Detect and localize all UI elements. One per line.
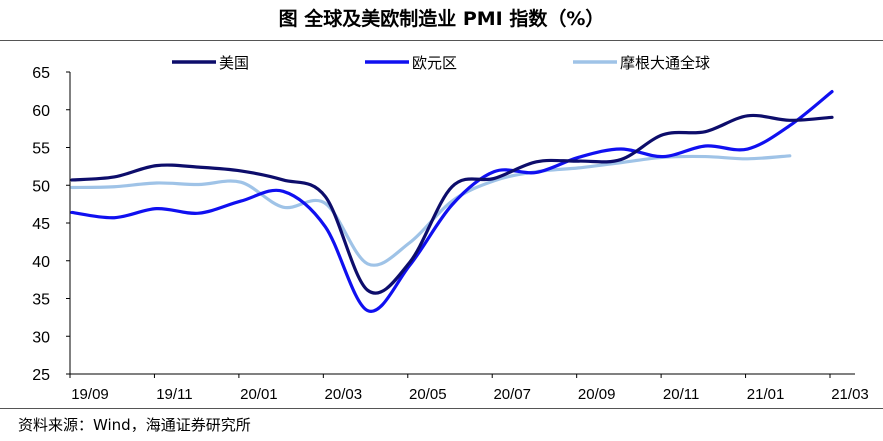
y-tick-label: 55 — [32, 141, 50, 158]
y-tick-label: 30 — [32, 329, 50, 346]
y-tick-label: 35 — [32, 292, 50, 309]
legend-label-1: 欧元区 — [412, 55, 457, 72]
legend-label-2: 摩根大通全球 — [620, 54, 710, 72]
series-line-0 — [70, 113, 834, 295]
y-tick-label: 65 — [32, 65, 50, 82]
x-tick-label: 19/11 — [156, 386, 192, 403]
x-tick-label: 20/09 — [578, 386, 616, 403]
x-tick-label: 20/01 — [240, 386, 278, 403]
x-tick-label: 20/11 — [663, 386, 699, 403]
y-tick-label: 25 — [32, 367, 50, 384]
series-line-1 — [70, 90, 834, 313]
y-tick-label: 40 — [32, 254, 50, 271]
source-divider — [0, 408, 883, 409]
y-tick-label: 45 — [32, 216, 50, 233]
y-tick-label: 60 — [32, 103, 50, 120]
source-note: 资料来源：Wind，海通证券研究所 — [18, 416, 251, 434]
x-tick-label: 20/05 — [409, 386, 447, 403]
legend-label-0: 美国 — [219, 55, 249, 72]
x-tick-label: 19/09 — [71, 386, 109, 403]
title-divider — [0, 40, 883, 41]
x-tick-label: 20/03 — [325, 386, 363, 403]
chart-title: 图 全球及美欧制造业 PMI 指数（%） — [278, 8, 605, 30]
x-tick-label: 20/07 — [493, 386, 531, 403]
x-tick-label: 21/03 — [831, 386, 869, 403]
x-tick-label: 21/01 — [747, 386, 785, 403]
y-tick-label: 50 — [32, 178, 50, 195]
